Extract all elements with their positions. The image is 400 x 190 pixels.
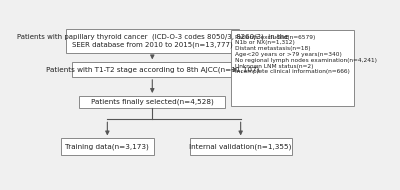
Text: Patients excluded(n=6579)
N1b or NX(n=1,312)
Distant metastasis(n=18)
Age<20 yea: Patients excluded(n=6579) N1b or NX(n=1,… bbox=[235, 35, 377, 74]
FancyBboxPatch shape bbox=[66, 29, 239, 53]
Text: Internal validation(n=1,355): Internal validation(n=1,355) bbox=[190, 143, 292, 150]
Text: Patients with T1-T2 stage according to 8th AJCC(n=11,107): Patients with T1-T2 stage according to 8… bbox=[46, 66, 259, 73]
FancyBboxPatch shape bbox=[72, 62, 233, 77]
FancyBboxPatch shape bbox=[61, 138, 154, 155]
FancyBboxPatch shape bbox=[231, 30, 354, 106]
FancyBboxPatch shape bbox=[190, 138, 292, 155]
Text: Training data(n=3,173): Training data(n=3,173) bbox=[66, 143, 149, 150]
Text: Patients with papillary thyroid cancer  (ICD-O-3 codes 8050/3, 8260/3)  in the
S: Patients with papillary thyroid cancer (… bbox=[16, 34, 288, 48]
FancyBboxPatch shape bbox=[80, 96, 225, 108]
Text: Patients finally selected(n=4,528): Patients finally selected(n=4,528) bbox=[91, 99, 214, 105]
